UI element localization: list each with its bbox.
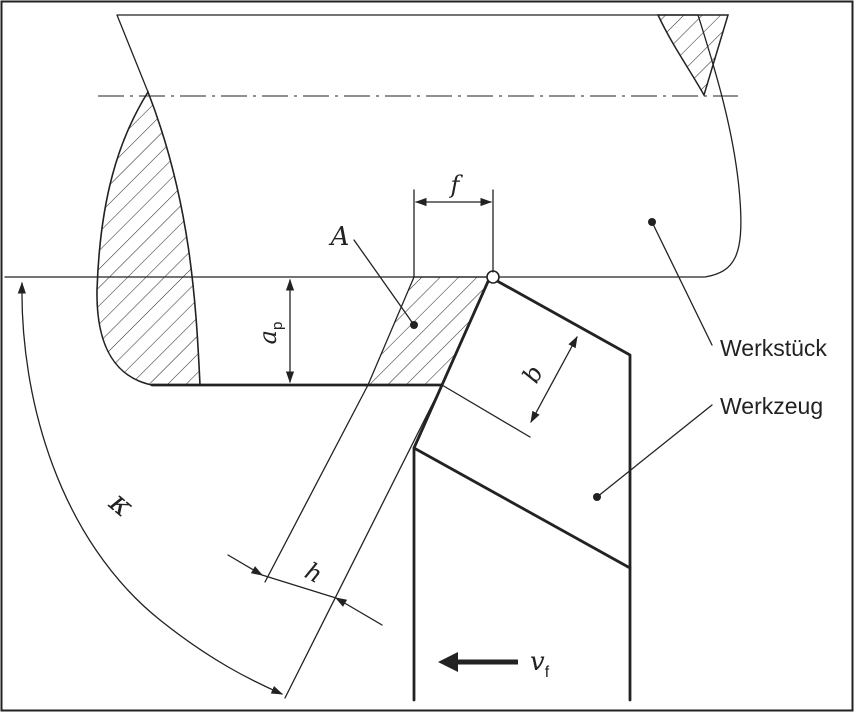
thickness-arrow-right [334, 597, 383, 626]
tool-label: Werkzeug [720, 393, 823, 419]
workpiece-label: Werkstück [720, 335, 827, 361]
tool-leader [596, 404, 713, 498]
chip-cross-section [367, 276, 492, 386]
thickness-label: h [300, 557, 327, 589]
tool-insert-edge [412, 446, 632, 570]
angle-label: κ [102, 484, 141, 524]
depth-label: ap [254, 322, 286, 345]
feed-velocity-label: vf [530, 647, 550, 681]
workpiece-section-top [656, 14, 730, 97]
width-dimension-arrow [530, 335, 578, 424]
width-extension [441, 384, 531, 438]
workpiece-leader [651, 221, 713, 346]
area-label: A [329, 222, 350, 252]
tool-outline [412, 275, 632, 702]
workpiece-leader-dot [648, 218, 656, 226]
area-leader-dot [410, 321, 418, 329]
thickness-extension-right [284, 384, 443, 699]
feed-label: f [449, 171, 464, 199]
thickness-baseline [261, 574, 337, 599]
tool-tip-point [486, 270, 500, 284]
width-label: b [517, 361, 549, 388]
tool-leader-dot [593, 493, 601, 501]
workpiece-outline [116, 14, 742, 278]
thickness-extension-left [264, 384, 369, 583]
angle-arc [17, 281, 284, 695]
area-leader [353, 239, 415, 326]
thickness-arrow-left [227, 554, 264, 576]
feed-velocity-arrowhead [438, 652, 458, 672]
workpiece-section-left [96, 90, 201, 386]
